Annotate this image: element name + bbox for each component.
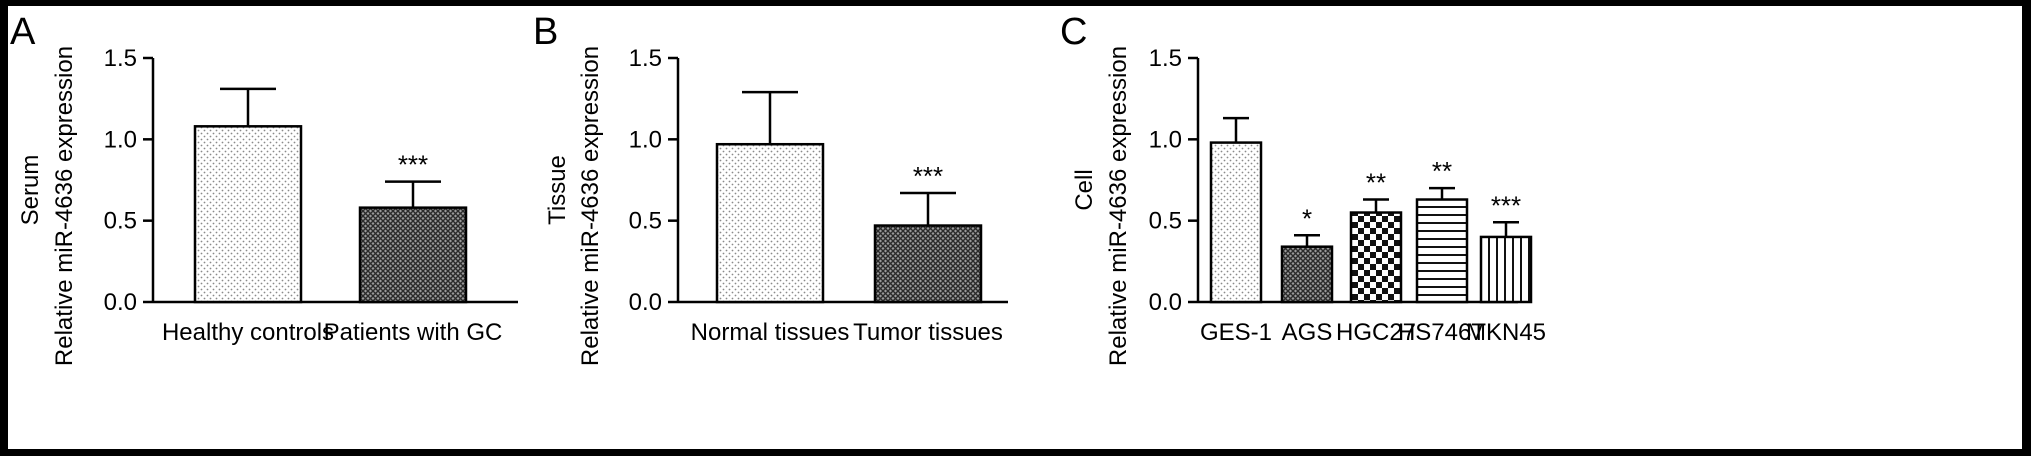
bar xyxy=(1349,211,1403,304)
bar xyxy=(873,224,983,304)
bar xyxy=(358,206,468,304)
figure-svg: A Serum Relative miR-4636 expression 0.0 0.5… xyxy=(10,11,1546,366)
y-tick-label: 1.0 xyxy=(104,126,137,153)
x-tick-label: Tumor tissues xyxy=(853,319,1003,346)
charts-layer: A Serum Relative miR-4636 expression 0.0 0.5… xyxy=(10,11,1546,366)
x-tick-label: Healthy controls xyxy=(162,319,334,346)
y-axis-label-line2: Relative miR-4636 expression xyxy=(1105,46,1132,366)
x-tick-label: GES-1 xyxy=(1200,319,1272,346)
x-tick-label: HS746T xyxy=(1398,319,1486,346)
y-axis-label-line2: Relative miR-4636 expression xyxy=(51,46,78,366)
x-tick-label: HGC27 xyxy=(1336,319,1416,346)
significance-label: *** xyxy=(913,161,943,191)
y-tick-label: 0.0 xyxy=(104,289,137,316)
bar xyxy=(715,142,825,304)
significance-label: ** xyxy=(1366,168,1386,198)
y-tick-label: 1.5 xyxy=(104,45,137,72)
significance-label: ** xyxy=(1432,156,1452,186)
y-axis-label-line1: Cell xyxy=(1071,169,1098,210)
bar xyxy=(1415,198,1469,304)
x-tick-label: Normal tissues xyxy=(691,319,850,346)
significance-label: *** xyxy=(1491,190,1521,220)
chart-panel-a: A Serum Relative miR-4636 expression 0.0 0.5… xyxy=(10,11,518,366)
chart-panel-b: B Tissue Relative miR-4636 expression 0.0 0.… xyxy=(533,11,1008,366)
y-axis-label-line1: Tissue xyxy=(544,155,571,225)
bar xyxy=(1280,245,1334,304)
bar xyxy=(1479,235,1533,304)
significance-label: * xyxy=(1302,203,1312,233)
y-tick-label: 0.0 xyxy=(1149,289,1182,316)
y-tick-label: 1.5 xyxy=(629,45,662,72)
figure-canvas: A Serum Relative miR-4636 expression 0.0 0.5… xyxy=(8,6,2022,449)
y-tick-label: 1.0 xyxy=(1149,126,1182,153)
chart-panel-c: C Cell Relative miR-4636 expression 0.0 0.5 1… xyxy=(1060,11,1546,366)
panel-label: A xyxy=(10,11,36,53)
y-tick-label: 0.0 xyxy=(629,289,662,316)
x-tick-label: MKN45 xyxy=(1466,319,1546,346)
x-tick-label: AGS xyxy=(1282,319,1333,346)
y-tick-label: 1.5 xyxy=(1149,45,1182,72)
panel-label: B xyxy=(533,11,558,53)
bar xyxy=(1209,141,1263,304)
y-tick-label: 1.0 xyxy=(629,126,662,153)
y-axis-label-line1: Serum xyxy=(17,155,44,226)
panel-label: C xyxy=(1060,11,1087,53)
x-tick-label: Patients with GC xyxy=(324,319,503,346)
significance-label: *** xyxy=(398,150,428,180)
y-tick-label: 0.5 xyxy=(104,208,137,235)
bar xyxy=(193,125,303,304)
y-tick-label: 0.5 xyxy=(1149,208,1182,235)
y-axis-label-line2: Relative miR-4636 expression xyxy=(577,46,604,366)
y-tick-label: 0.5 xyxy=(629,208,662,235)
